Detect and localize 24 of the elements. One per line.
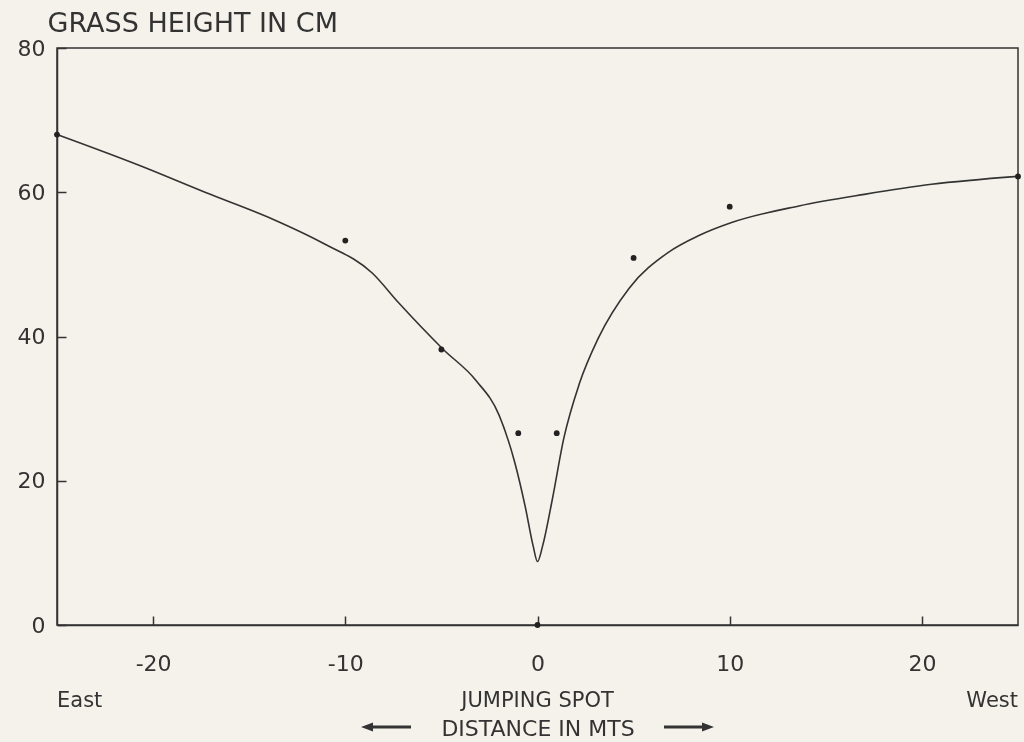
point	[534, 622, 541, 628]
point	[726, 203, 733, 210]
point	[553, 430, 560, 437]
x-tick-label: 10	[716, 650, 745, 676]
x-tick-label: 20	[908, 650, 937, 676]
y-tick-label: 0	[31, 612, 46, 638]
point	[515, 430, 522, 437]
text: West	[966, 688, 1018, 712]
x-tick-label: -10	[327, 650, 364, 676]
y-axis-title: GRASS HEIGHT IN CM	[47, 6, 338, 38]
point	[342, 237, 349, 244]
y-tick-label: 40	[17, 324, 46, 349]
y-tick-label: 20	[17, 468, 46, 494]
x-tick-label: -20	[135, 650, 172, 676]
x-axis-title: DISTANCE IN MTS	[441, 715, 635, 741]
text: East	[57, 688, 103, 712]
text: JUMPING SPOT	[459, 688, 614, 712]
y-tick-label: 60	[17, 179, 46, 205]
x-tick-label: 0	[531, 650, 545, 676]
point	[630, 254, 637, 261]
point	[1015, 173, 1021, 180]
y-tick-label: 80	[17, 35, 46, 61]
point	[54, 131, 60, 138]
point	[438, 346, 445, 353]
